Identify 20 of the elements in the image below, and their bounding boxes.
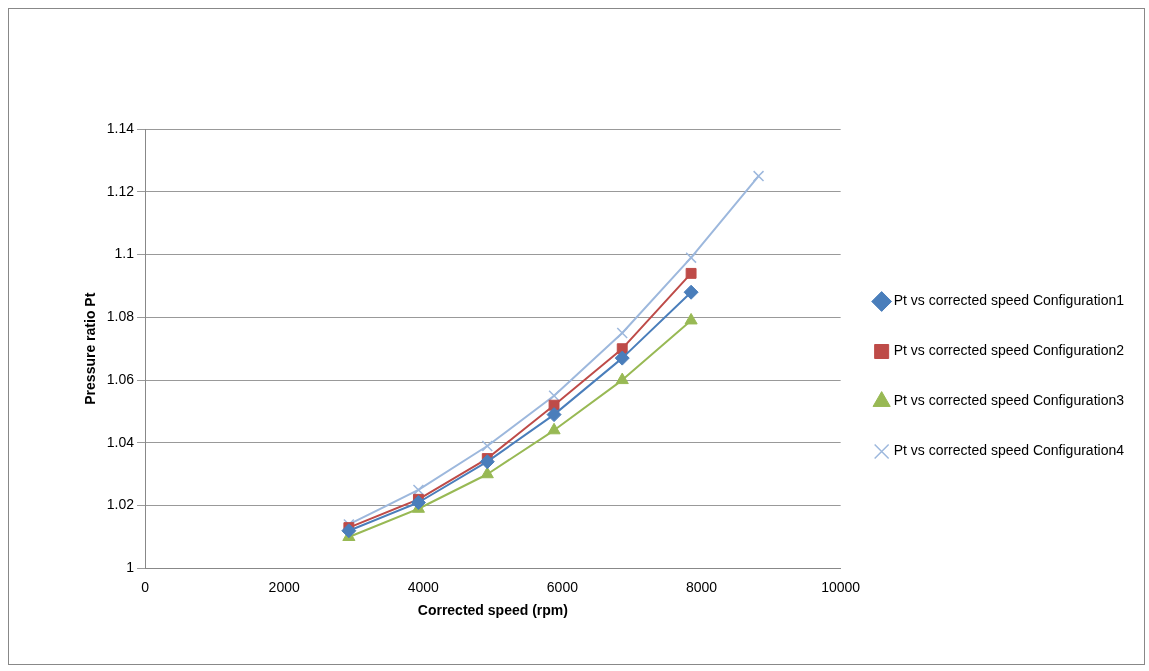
x-tick-label: 2000 (268, 578, 300, 595)
y-tick-label: 1.14 (106, 119, 135, 136)
x-tick-label: 4000 (407, 578, 440, 595)
x-tick-label: 6000 (546, 578, 579, 595)
y-tick-label: 1.06 (106, 370, 135, 387)
x-tick-label: 8000 (685, 578, 718, 595)
x-tick-label: 10000 (821, 578, 861, 595)
y-tick-label: 1.02 (106, 496, 135, 513)
legend-label: Pt vs corrected speed Configuration3 (893, 392, 1125, 409)
x-axis-title: Corrected speed (rpm) (417, 602, 568, 619)
legend-label: Pt vs corrected speed Configuration4 (893, 442, 1125, 459)
y-tick-label: 1.1 (114, 245, 135, 262)
y-tick-label: 1 (126, 559, 135, 576)
legend-label: Pt vs corrected speed Configuration2 (893, 342, 1125, 359)
legend-label: Pt vs corrected speed Configuration1 (893, 292, 1125, 309)
y-tick-label: 1.12 (106, 182, 135, 199)
x-tick-label: 0 (141, 578, 150, 595)
y-axis-title: Pressure ratio Pt (82, 292, 99, 405)
y-tick-label: 1.08 (106, 308, 135, 325)
y-tick-label: 1.04 (106, 433, 135, 450)
